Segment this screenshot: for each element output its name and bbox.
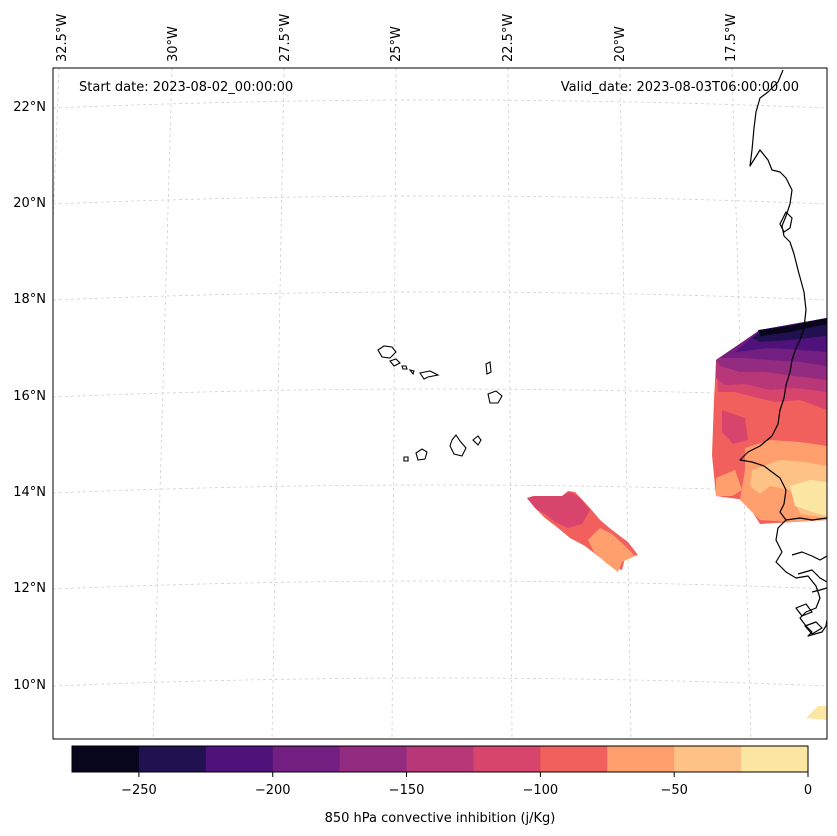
lon-label-17-5w: 17.5°W — [724, 14, 739, 62]
lon-label-30w: 30°W — [166, 26, 181, 62]
colorbar-segment — [205, 746, 274, 772]
lat-label-10n: 10°N — [13, 678, 46, 693]
latitude-gridlines — [53, 99, 827, 687]
lat-label-18n: 18°N — [13, 292, 46, 307]
lat-label-12n: 12°N — [13, 581, 46, 596]
lat-label-14n: 14°N — [13, 485, 46, 500]
colorbar-tick-label: −100 — [523, 783, 559, 798]
lon-label-27-5w: 27.5°W — [278, 14, 293, 62]
cin-filled-contours-offshore — [527, 491, 638, 572]
colorbar-segment — [607, 746, 675, 772]
lat-label-16n: 16°N — [13, 389, 46, 404]
colorbar-segment — [406, 746, 474, 772]
colorbar-segment — [72, 746, 140, 772]
latitude-labels: 22°N 20°N 18°N 16°N 14°N 12°N 10°N — [13, 100, 46, 693]
colorbar-segment — [473, 746, 541, 772]
lon-label-22-5w: 22.5°W — [501, 14, 516, 62]
lat-label-20n: 20°N — [13, 196, 46, 211]
cin-filled-contours-coast — [712, 318, 827, 720]
valid-date-label: Valid_date: 2023-08-03T06:00:00.00 — [561, 80, 799, 95]
colorbar: −250 −200 −150 −100 −50 0 850 hPa convective … — [71, 745, 812, 826]
longitude-gridlines — [53, 68, 752, 739]
colorbar-frame — [71, 745, 809, 773]
colorbar-tick-label: −150 — [389, 783, 425, 798]
lon-label-20w: 20°W — [613, 26, 628, 62]
lon-label-32-5w: 32.5°W — [55, 14, 70, 62]
map-frame — [52, 67, 828, 740]
colorbar-tick-label: −250 — [121, 783, 157, 798]
colorbar-tick-label: 0 — [804, 783, 812, 798]
colorbar-label: 850 hPa convective inhibition (j/Kg) — [325, 811, 556, 826]
longitude-labels: 32.5°W 30°W 27.5°W 25°W 22.5°W 20°W 17.5… — [55, 14, 739, 62]
cape-verde-islands — [377, 345, 503, 462]
colorbar-segment — [741, 746, 809, 772]
colorbar-segment — [272, 746, 341, 772]
colorbar-segment — [339, 746, 408, 772]
colorbar-segment — [674, 746, 742, 772]
africa-coastline — [739, 69, 827, 637]
map-area — [53, 68, 827, 739]
colorbar-segment — [540, 746, 608, 772]
start-date-label: Start date: 2023-08-02_00:00:00 — [79, 80, 293, 95]
colorbar-tick-label: −50 — [660, 783, 687, 798]
lon-label-25w: 25°W — [389, 26, 404, 62]
lat-label-22n: 22°N — [13, 100, 46, 115]
colorbar-tick-label: −200 — [255, 783, 291, 798]
colorbar-segment — [138, 746, 207, 772]
